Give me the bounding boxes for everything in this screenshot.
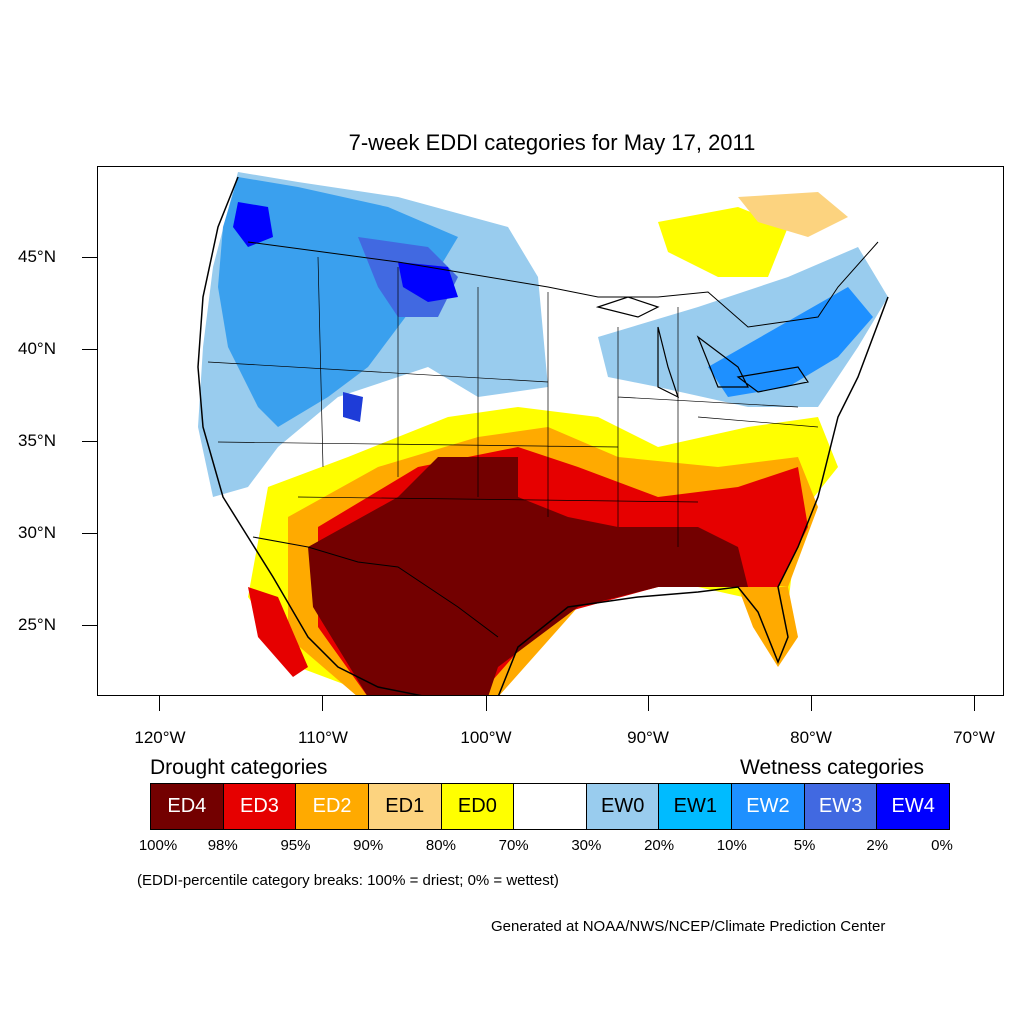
lon-tick <box>974 696 975 711</box>
drought-region-baja <box>248 587 308 677</box>
legend-cell-neutral <box>514 784 587 829</box>
lat-tick <box>82 533 97 534</box>
drought-region-florida <box>738 587 798 667</box>
lat-tick <box>82 441 97 442</box>
category-note: (EDDI-percentile category breaks: 100% =… <box>137 872 559 889</box>
break-label: 20% <box>644 837 675 854</box>
lat-label: 30°N <box>18 523 56 542</box>
break-label: 5% <box>793 837 816 854</box>
lat-label: 45°N <box>18 247 56 266</box>
break-label: 98% <box>207 837 238 854</box>
wet-region-northeast-ew2 <box>708 287 873 397</box>
lat-label: 40°N <box>18 339 56 358</box>
lon-tick <box>322 696 323 711</box>
lon-tick <box>159 696 160 711</box>
wetness-heading: Wetness categories <box>740 756 925 779</box>
legend-cell-ed0: ED0 <box>441 784 515 829</box>
drought-region-ed4 <box>308 457 748 695</box>
lon-label: 110°W <box>298 728 348 747</box>
lon-tick <box>648 696 649 711</box>
break-label: 0% <box>931 837 953 854</box>
lon-label: 70°W <box>953 728 995 747</box>
break-label: 70% <box>498 837 529 854</box>
break-label: 2% <box>866 837 889 854</box>
us-canada-border <box>247 241 879 328</box>
wet-region-ew4-a <box>398 262 458 302</box>
great-lakes <box>595 296 809 399</box>
wet-region-ew4-c <box>343 392 363 422</box>
break-label: 90% <box>353 837 384 854</box>
legend-cell-ew1: EW1 <box>659 784 733 829</box>
lat-label: 35°N <box>18 431 56 450</box>
legend-cell-ed4: ED4 <box>151 784 224 829</box>
lat-tick <box>82 257 97 258</box>
legend-cell-ew4: EW4 <box>877 784 950 829</box>
lat-tick <box>82 625 97 626</box>
legend-cell-ed3: ED3 <box>223 784 297 829</box>
wet-region-ew1 <box>218 177 458 427</box>
break-label: 80% <box>425 837 456 854</box>
legend-colorbar: ED4 ED3 ED2 ED1 ED0 EW0 EW1 EW2 EW3 EW4 <box>150 783 950 830</box>
lon-label: 90°W <box>627 728 669 747</box>
legend-cell-ed1: ED1 <box>368 784 442 829</box>
break-label: 95% <box>280 837 311 854</box>
break-label: 10% <box>716 837 747 854</box>
map-title: 7-week EDDI categories for May 17, 2011 <box>348 130 756 155</box>
wet-region-north-orange <box>738 192 848 237</box>
legend-cell-ew0: EW0 <box>586 784 660 829</box>
wet-region-ew4-b <box>233 202 273 247</box>
credit-text: Generated at NOAA/NWS/NCEP/Climate Predi… <box>491 918 886 935</box>
legend-cell-ew2: EW2 <box>732 784 805 829</box>
coastline <box>197 176 889 695</box>
lon-label: 120°W <box>134 728 186 747</box>
lon-tick <box>811 696 812 711</box>
lon-tick <box>486 696 487 711</box>
legend-cell-ew3: EW3 <box>804 784 878 829</box>
break-label: 30% <box>571 837 602 854</box>
break-label: 100% <box>138 837 178 854</box>
wet-region-north-yellow <box>658 207 788 277</box>
us-mexico-border <box>252 536 499 638</box>
state-lines <box>207 256 819 547</box>
eddi-map <box>197 172 889 695</box>
lat-tick <box>82 349 97 350</box>
lat-label: 25°N <box>18 615 56 634</box>
lon-label: 100°W <box>460 728 512 747</box>
lon-label: 80°W <box>790 728 832 747</box>
drought-heading: Drought categories <box>150 756 328 779</box>
legend-cell-ed2: ED2 <box>296 784 369 829</box>
map-area <box>97 166 1004 696</box>
